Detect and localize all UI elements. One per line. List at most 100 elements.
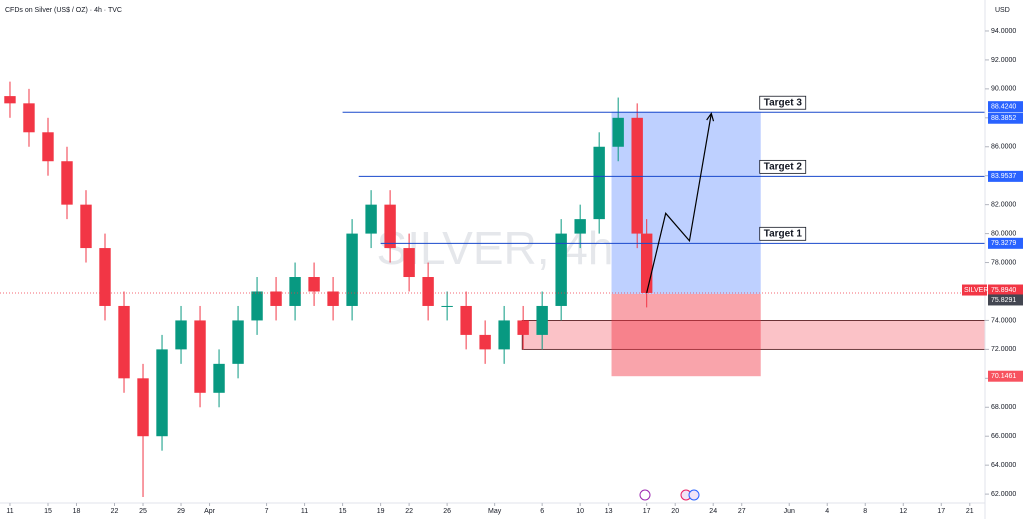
price-badge <box>988 370 1023 382</box>
candle-body <box>251 291 263 321</box>
x-tick-label: 22 <box>405 508 413 515</box>
candle-body <box>194 320 206 393</box>
candle-body <box>384 204 396 249</box>
price-badge <box>988 237 1023 249</box>
y-tick-label: 92.0000 <box>991 57 1016 64</box>
candle-body <box>232 320 244 364</box>
candle-body <box>422 277 434 306</box>
x-tick-label: 8 <box>863 508 867 515</box>
x-tick-label: 25 <box>139 508 147 515</box>
candle-body <box>574 219 586 234</box>
y-tick-label: 74.0000 <box>991 317 1016 324</box>
y-tick-label: 82.0000 <box>991 201 1016 208</box>
projection-path <box>646 113 712 294</box>
candle-body <box>118 305 130 379</box>
candle-body <box>270 291 282 306</box>
candle-body <box>593 146 605 220</box>
target-label-box <box>759 95 807 110</box>
x-tick-label: 15 <box>339 508 347 515</box>
price-badge <box>988 170 1023 182</box>
last-price-label: 75.8940 <box>991 287 1016 294</box>
price-badge <box>988 294 1023 306</box>
candle-body <box>213 363 225 393</box>
x-tick-label: 11 <box>301 508 308 515</box>
y-tick-label: 78.0000 <box>991 259 1016 266</box>
price-badge <box>988 112 1023 124</box>
price-badge <box>988 101 1023 113</box>
candle-body <box>555 233 567 306</box>
x-tick-label: 24 <box>709 508 717 515</box>
candle-body <box>99 248 111 306</box>
x-tick-label: 10 <box>576 508 584 515</box>
x-tick-label: 29 <box>177 508 185 515</box>
stop-price-label: 70.1461 <box>991 373 1016 380</box>
currency: USD <box>995 7 1010 14</box>
target-label: Target 3 <box>764 97 803 108</box>
y-tick-label: 72.0000 <box>991 346 1016 353</box>
candle-body <box>308 277 320 292</box>
candle-body <box>80 204 92 249</box>
chart-title: CFDs on Silver (US$ / OZ) · 4h · TVC <box>5 7 122 14</box>
candle-body <box>289 277 301 306</box>
x-tick-label: 20 <box>671 508 679 515</box>
candle-body <box>631 117 643 234</box>
target-label: Target 2 <box>764 162 803 173</box>
event-icon[interactable] <box>688 489 700 501</box>
x-tick-label: 12 <box>899 508 907 515</box>
candle-body <box>42 132 54 162</box>
entry-price-label: 75.8291 <box>991 297 1016 304</box>
y-tick-label: 64.0000 <box>991 462 1016 469</box>
x-tick-label: 18 <box>73 508 81 515</box>
x-tick-label: 17 <box>643 508 651 515</box>
x-tick-label: 22 <box>111 508 119 515</box>
event-icon[interactable] <box>639 489 651 501</box>
x-tick-label: 15 <box>44 508 52 515</box>
projection-arrowhead <box>706 112 715 122</box>
y-tick-label: 66.0000 <box>991 433 1016 440</box>
x-tick-label: 4 <box>825 508 829 515</box>
candle-body <box>137 378 149 437</box>
support-zone <box>521 320 986 350</box>
candle-body <box>4 96 16 104</box>
candle-body <box>365 204 377 234</box>
watermark: SILVER, 4h <box>377 222 614 274</box>
candle-body <box>23 103 35 133</box>
y-tick-label: 90.0000 <box>991 86 1016 93</box>
x-tick-label: Apr <box>204 508 216 515</box>
target-price-label: 83.9537 <box>991 173 1016 180</box>
y-tick-label: 80.0000 <box>991 230 1016 237</box>
target-label-box <box>759 226 807 241</box>
candle-body <box>441 305 453 307</box>
symbol-label: SILVER <box>964 287 988 294</box>
candle-body <box>346 233 358 306</box>
symbol-badge <box>962 284 987 296</box>
price-badge <box>988 284 1023 296</box>
candle-body <box>403 248 415 278</box>
target-price-label: 88.3852 <box>991 115 1016 122</box>
x-tick-label: 26 <box>443 508 451 515</box>
target-price-label: 79.3279 <box>991 240 1016 247</box>
target-label-box <box>759 159 807 174</box>
x-tick-label: 27 <box>738 508 746 515</box>
candle-body <box>479 334 491 350</box>
stop-box <box>611 293 761 377</box>
candle-body <box>327 291 339 306</box>
candle-body <box>61 161 73 205</box>
x-tick-label: May <box>488 508 502 515</box>
candle-body <box>460 305 472 335</box>
x-tick-label: 11 <box>6 508 13 515</box>
x-tick-label: 19 <box>377 508 385 515</box>
candle-body <box>536 305 548 335</box>
take-profit-label: 88.4240 <box>991 104 1016 111</box>
candle-body <box>498 320 510 350</box>
candle-body <box>517 320 529 335</box>
x-tick-label: Jun <box>784 508 795 515</box>
x-tick-label: 6 <box>540 508 544 515</box>
x-tick-label: 13 <box>605 508 613 515</box>
y-tick-label: 86.0000 <box>991 144 1016 151</box>
y-tick-label: 94.0000 <box>991 28 1016 35</box>
candle-body <box>156 349 168 437</box>
candle-body <box>612 117 624 147</box>
